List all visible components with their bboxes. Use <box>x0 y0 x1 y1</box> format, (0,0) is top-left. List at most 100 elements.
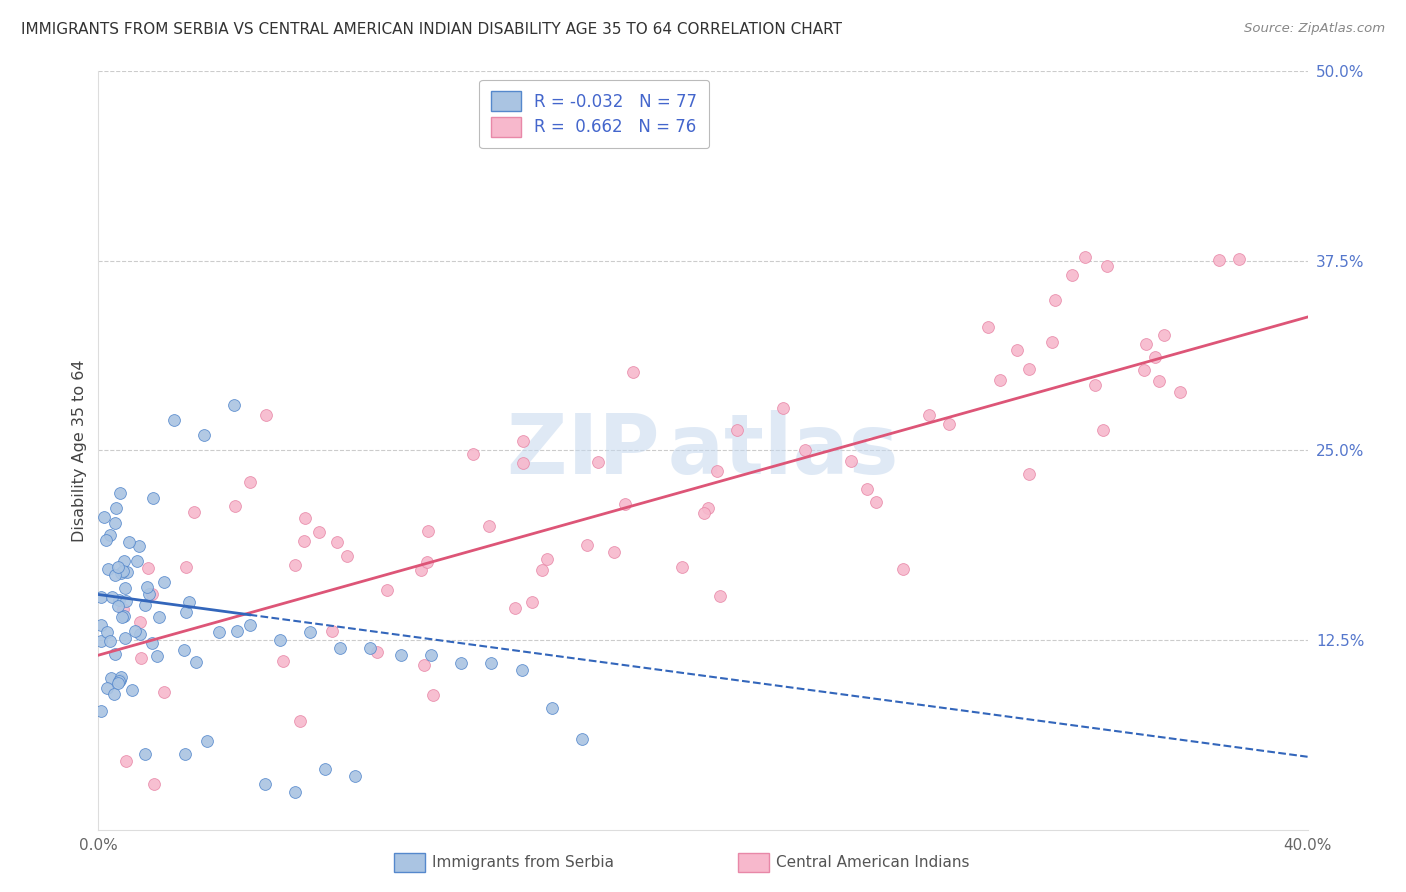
Point <box>117 565 139 579</box>
Point <box>603 545 626 559</box>
Point <box>271 654 294 668</box>
Point <box>988 373 1011 387</box>
Point <box>110 566 132 580</box>
Point <box>98 633 121 648</box>
Point <box>141 636 163 650</box>
Point <box>134 599 156 613</box>
Point <box>290 714 312 728</box>
Point <box>1133 363 1156 377</box>
Point <box>1097 259 1119 273</box>
Point <box>129 651 152 665</box>
Point <box>540 701 562 715</box>
Point <box>1043 293 1066 307</box>
Point <box>96 681 118 696</box>
Point <box>104 516 127 530</box>
Point <box>621 365 644 379</box>
Point <box>107 674 129 689</box>
Text: Immigrants from Serbia: Immigrants from Serbia <box>432 855 613 870</box>
Point <box>142 777 165 791</box>
Point <box>481 656 503 670</box>
Point <box>138 587 160 601</box>
Point <box>136 560 159 574</box>
Point <box>366 645 388 659</box>
Point <box>195 734 218 748</box>
Point <box>96 625 118 640</box>
Point <box>173 643 195 657</box>
Point <box>709 589 731 603</box>
Point <box>512 434 534 449</box>
Point <box>146 648 169 663</box>
Point <box>1153 327 1175 342</box>
Point <box>90 590 112 604</box>
Point <box>128 540 150 554</box>
Point <box>111 609 134 624</box>
Point <box>114 754 136 768</box>
Point <box>239 475 262 489</box>
Point <box>522 595 544 609</box>
Point <box>239 617 262 632</box>
Point <box>224 398 246 412</box>
Point <box>377 582 399 597</box>
Point <box>360 640 382 655</box>
Point <box>153 685 176 699</box>
Point <box>1135 336 1157 351</box>
Point <box>121 682 143 697</box>
Point <box>571 731 593 746</box>
Point <box>461 447 484 461</box>
Point <box>865 495 887 509</box>
Point <box>114 631 136 645</box>
Point <box>107 560 129 574</box>
Point <box>772 401 794 415</box>
Point <box>107 599 129 613</box>
Point <box>225 624 247 638</box>
Point <box>90 618 112 632</box>
Point <box>208 625 231 640</box>
Point <box>284 558 307 573</box>
Point <box>411 563 433 577</box>
Point <box>114 581 136 595</box>
Point <box>98 528 121 542</box>
Point <box>184 655 207 669</box>
Point <box>1168 384 1191 399</box>
Point <box>141 587 163 601</box>
Point <box>536 552 558 566</box>
Point <box>1208 253 1230 268</box>
Point <box>292 534 315 549</box>
Text: Central American Indians: Central American Indians <box>776 855 970 870</box>
Point <box>505 601 527 615</box>
Point <box>183 506 205 520</box>
Point <box>90 704 112 718</box>
Point <box>1074 250 1097 264</box>
Point <box>128 615 150 629</box>
Point <box>179 595 201 609</box>
Point <box>938 417 960 432</box>
Point <box>100 671 122 685</box>
Point <box>112 554 135 568</box>
Point <box>104 648 127 662</box>
Point <box>413 657 436 672</box>
Point <box>422 688 444 702</box>
Point <box>254 409 277 423</box>
Point <box>103 687 125 701</box>
Point <box>416 524 439 539</box>
Point <box>299 625 322 640</box>
Point <box>1143 350 1166 364</box>
Point <box>118 535 141 549</box>
Point <box>134 747 156 761</box>
Point <box>111 565 134 579</box>
Point <box>269 633 291 648</box>
Point <box>1091 423 1114 437</box>
Point <box>344 769 367 784</box>
Point <box>613 497 636 511</box>
Point <box>531 563 554 577</box>
Point <box>124 624 146 638</box>
Point <box>163 413 186 427</box>
Point <box>1040 334 1063 349</box>
Point <box>110 670 132 684</box>
Point <box>697 500 720 515</box>
Point <box>97 562 120 576</box>
Point <box>1149 374 1171 388</box>
Point <box>174 605 197 619</box>
Point <box>586 455 609 469</box>
Point <box>706 464 728 478</box>
